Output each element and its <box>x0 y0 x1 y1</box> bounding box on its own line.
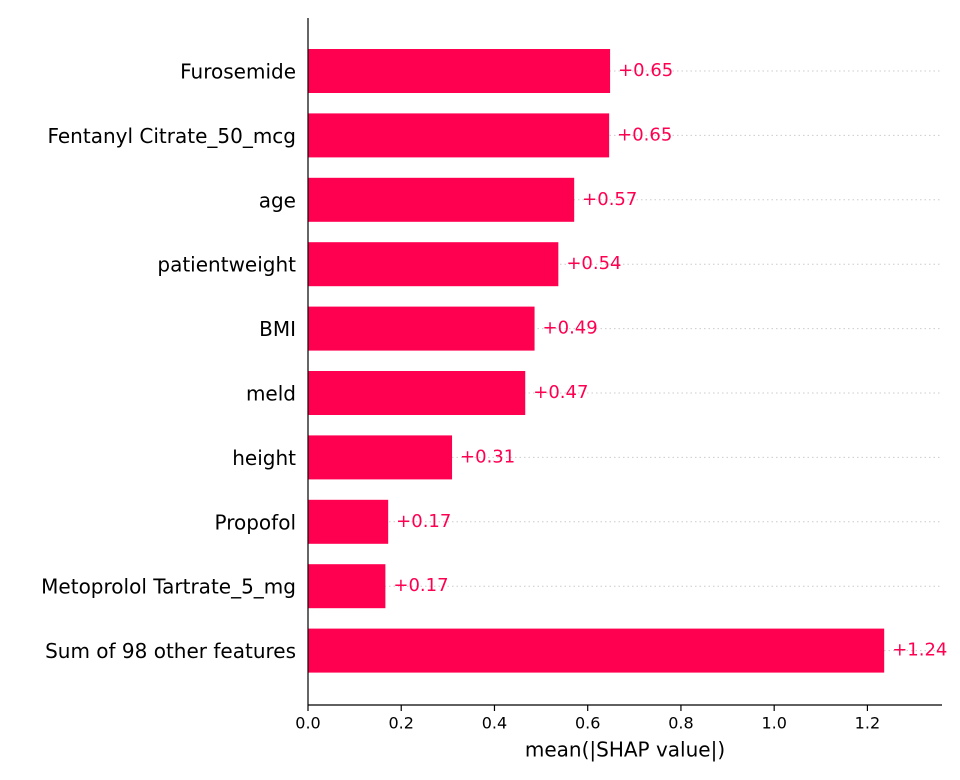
x-tick-label: 0.4 <box>482 714 507 733</box>
value-label: +0.65 <box>618 60 673 81</box>
bar <box>308 628 885 673</box>
value-label: +0.54 <box>566 253 621 274</box>
bar <box>308 177 575 222</box>
y-tick-label: Propofol <box>215 510 297 534</box>
x-axis-label: mean(|SHAP value|) <box>525 738 725 762</box>
y-tick-label: BMI <box>259 317 296 341</box>
bar <box>308 564 386 609</box>
value-label: +0.31 <box>460 446 515 467</box>
value-label: +0.17 <box>396 511 451 532</box>
x-tick-label: 0.6 <box>575 714 600 733</box>
bar <box>308 499 389 544</box>
x-tick-label: 1.2 <box>855 714 880 733</box>
value-label: +0.57 <box>582 189 637 210</box>
x-tick-label: 1.0 <box>761 714 786 733</box>
y-tick-label: Sum of 98 other features <box>45 639 296 663</box>
y-tick-label: Metoprolol Tartrate_5_mg <box>41 575 296 599</box>
bar <box>308 242 559 287</box>
value-label: +0.47 <box>533 382 588 403</box>
y-tick-label: patientweight <box>157 253 296 277</box>
y-tick-label: age <box>259 188 296 212</box>
y-tick-label: meld <box>246 382 296 406</box>
y-tick-label: height <box>232 446 296 470</box>
value-label: +0.65 <box>617 124 672 145</box>
x-tick-label: 0.2 <box>389 714 414 733</box>
x-tick-label: 0.8 <box>668 714 693 733</box>
y-tick-label: Fentanyl Citrate_50_mcg <box>47 124 296 148</box>
bar <box>308 306 535 351</box>
value-label: +0.49 <box>543 318 598 339</box>
bar <box>308 49 611 93</box>
value-label: +1.24 <box>892 640 947 661</box>
bar <box>308 435 453 480</box>
value-label: +0.17 <box>393 575 448 596</box>
x-tick-label: 0.0 <box>295 714 320 733</box>
y-tick-label: Furosemide <box>180 60 296 84</box>
bar <box>308 113 610 158</box>
bar <box>308 371 526 415</box>
